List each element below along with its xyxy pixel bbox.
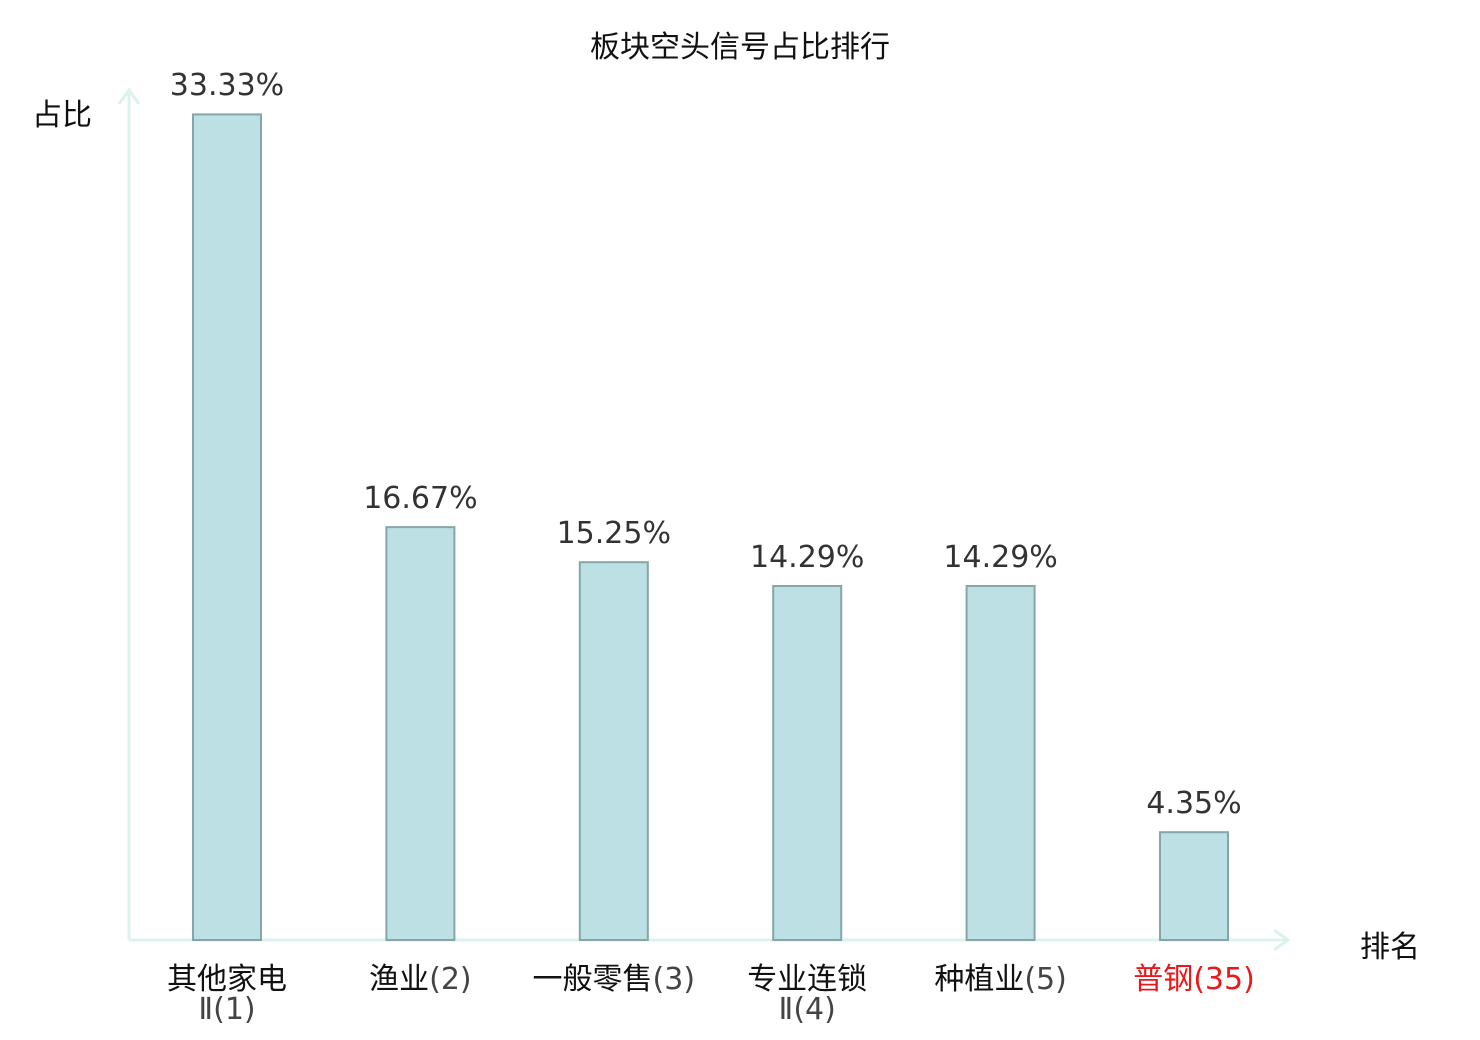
category-label-1: 其他家电 Ⅱ(1) <box>127 962 327 1028</box>
category-name: 种植业 <box>934 962 1025 997</box>
category-name: 专业连锁 <box>747 962 868 997</box>
category-name: 其他家电 <box>167 962 287 997</box>
bar-6 <box>1159 831 1229 942</box>
category-name: 普钢 <box>1133 962 1194 997</box>
bar-3 <box>578 561 649 941</box>
category-name: 一般零售 <box>532 962 653 997</box>
category-rank: (1) <box>213 992 256 1027</box>
category-rank: (4) <box>793 992 836 1027</box>
category-name-line2: Ⅱ(1) <box>127 992 327 1028</box>
bar-1 <box>192 113 262 941</box>
value-label-6: 4.35% <box>1146 786 1242 822</box>
bar-2 <box>385 526 456 941</box>
bar-4 <box>772 585 843 941</box>
value-label-2: 16.67% <box>363 481 478 517</box>
y-axis-arrow <box>117 87 141 105</box>
bars <box>192 113 1229 942</box>
category-rank: (35) <box>1193 962 1255 997</box>
chart-title: 板块空头信号占比排行 <box>590 30 890 65</box>
category-rank: (5) <box>1024 962 1067 997</box>
category-label-4: 专业连锁 Ⅱ(4) <box>707 962 907 1028</box>
value-label-1: 33.33% <box>169 68 285 104</box>
value-label-3: 15.25% <box>556 516 671 552</box>
x-axis-arrow <box>1273 928 1291 952</box>
category-name-line2: Ⅱ(4) <box>707 992 907 1028</box>
bar-5 <box>965 585 1036 941</box>
category-label-6: 普钢(35) <box>1094 962 1294 998</box>
category-label-5: 种植业(5) <box>901 962 1101 998</box>
category-name-suffix: Ⅱ <box>778 992 794 1027</box>
category-rank: (3) <box>652 962 696 997</box>
x-axis-label: 排名 <box>1360 930 1420 965</box>
y-axis-label: 占比 <box>32 98 92 133</box>
value-label-4: 14.29% <box>749 540 865 576</box>
value-label-5: 14.29% <box>943 540 1058 576</box>
category-label-3: 一般零售(3) <box>514 962 714 998</box>
category-name-suffix: Ⅱ <box>198 992 214 1027</box>
category-name: 渔业 <box>369 962 430 997</box>
category-label-2: 渔业(2) <box>320 962 520 998</box>
category-rank: (2) <box>429 962 472 997</box>
axes <box>117 87 1291 952</box>
